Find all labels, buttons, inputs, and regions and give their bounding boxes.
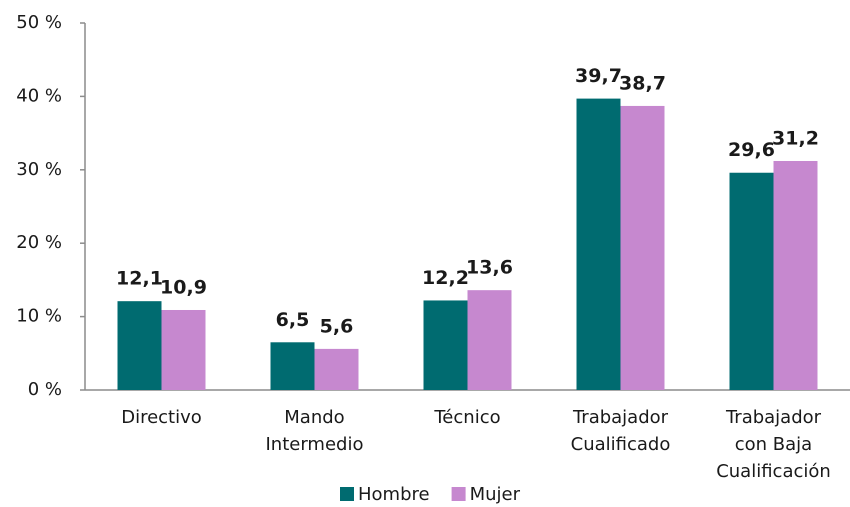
legend-label: Mujer — [470, 484, 521, 505]
y-tick-label: 10 % — [16, 306, 62, 327]
x-tick-label: Mando — [284, 407, 344, 428]
x-tick-label: Técnico — [433, 407, 500, 428]
value-label: 29,6 — [728, 139, 775, 161]
y-tick-label: 20 % — [16, 232, 62, 253]
x-tick-label: Trabajador — [725, 407, 822, 428]
x-tick-label: Intermedio — [266, 434, 364, 455]
x-tick-label: Trabajador — [572, 407, 669, 428]
bar — [117, 301, 162, 390]
y-tick-label: 40 % — [16, 85, 62, 106]
bar — [729, 172, 774, 390]
value-label: 10,9 — [160, 276, 207, 298]
value-label: 31,2 — [772, 127, 819, 149]
x-tick-label: Cualificación — [716, 461, 831, 482]
legend-label: Hombre — [358, 484, 430, 505]
x-tick-label: Cualificado — [571, 434, 671, 455]
bar — [773, 160, 818, 390]
bar — [314, 348, 359, 390]
value-label: 6,5 — [276, 309, 310, 331]
value-label: 38,7 — [619, 72, 666, 94]
bar — [467, 290, 512, 390]
legend-swatch — [451, 487, 466, 501]
x-tick-label: con Baja — [735, 434, 812, 455]
value-label: 5,6 — [320, 315, 354, 337]
y-tick-label: 0 % — [28, 379, 62, 400]
x-tick-label: Directivo — [121, 407, 202, 428]
bar — [423, 300, 468, 390]
bar — [161, 309, 206, 390]
y-tick-label: 30 % — [16, 159, 62, 180]
y-tick-label: 50 % — [16, 12, 62, 33]
value-label: 39,7 — [575, 65, 622, 87]
value-label: 13,6 — [466, 257, 513, 279]
value-label: 12,1 — [116, 268, 163, 290]
value-label: 12,2 — [422, 267, 469, 289]
bar — [620, 105, 665, 390]
bar — [270, 342, 315, 390]
legend-swatch — [340, 487, 354, 501]
bar — [576, 98, 621, 391]
